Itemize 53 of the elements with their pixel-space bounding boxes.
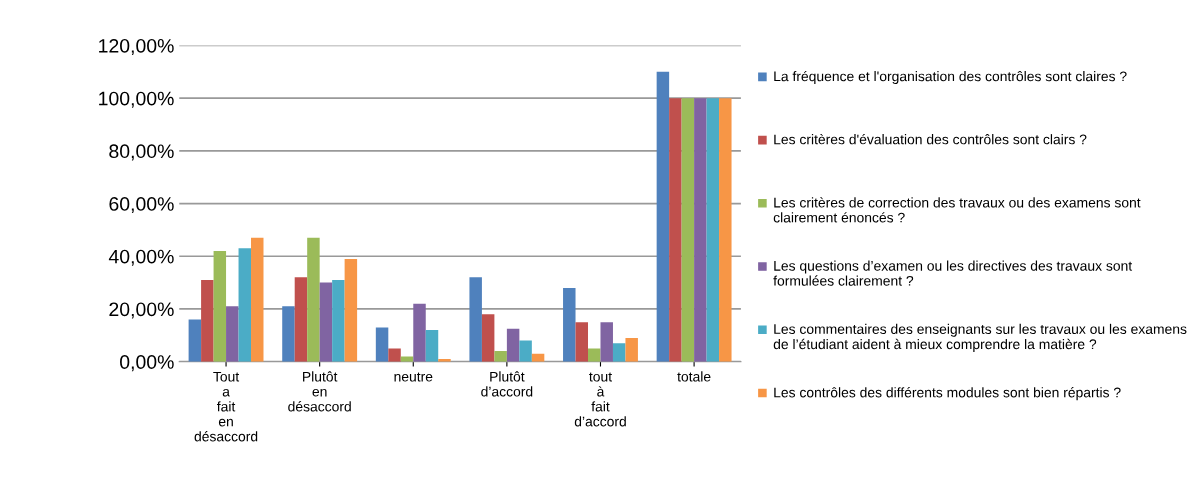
- x-tick-label: neutre: [394, 372, 433, 382]
- bar: [425, 330, 439, 362]
- bar: [588, 348, 601, 362]
- x-tick-label: Tout a fait en désaccord: [194, 371, 258, 442]
- bar: [506, 328, 520, 362]
- legend-label: Les commentaires des enseignants sur les travaux ou les examens de l’étudiant aident à mieux comprendre la matière ?: [773, 323, 1187, 352]
- bar: [201, 279, 214, 362]
- bar: [519, 340, 532, 362]
- bar: [575, 322, 589, 362]
- bar: [226, 306, 239, 362]
- bar: [332, 279, 345, 362]
- bar: [238, 248, 252, 362]
- bar: [494, 351, 507, 362]
- bar: [625, 337, 638, 362]
- bar: [669, 98, 682, 362]
- bar: [600, 322, 613, 362]
- y-tick-label: 80,00%: [109, 144, 174, 161]
- x-tick-label: Plutôt d’accord: [481, 371, 533, 397]
- bar: [388, 348, 401, 362]
- bar: [706, 98, 720, 362]
- legend-label: Les questions d’examen ou les directives des travaux sont formulées clairement ?: [773, 260, 1133, 286]
- y-tick-label: 0,00%: [120, 355, 174, 372]
- x-tick-label: totale: [677, 371, 711, 382]
- y-tick-label: 100,00%: [99, 91, 174, 108]
- bar: [294, 277, 308, 362]
- bar: [612, 343, 626, 362]
- bar: [481, 314, 495, 362]
- bar: [307, 237, 320, 362]
- bar: [563, 287, 576, 362]
- bar: [694, 98, 707, 362]
- legend-label: Les critères d'évaluation des contrôles sont clairs ?: [774, 133, 1087, 145]
- bar: [375, 327, 389, 362]
- y-tick-label: 120,00%: [99, 38, 174, 56]
- bar: [719, 98, 732, 362]
- bar: [213, 251, 227, 362]
- x-tick-label: tout à fait d’accord: [574, 372, 626, 427]
- y-tick-label: 20,00%: [109, 302, 174, 319]
- bar: [344, 258, 358, 362]
- legend-label: Les contrôles des différents modules sont bien répartis ?: [774, 387, 1121, 401]
- bar: [469, 277, 482, 362]
- y-tick-label: 60,00%: [109, 197, 174, 214]
- bar: [656, 71, 670, 362]
- bar: [413, 303, 426, 362]
- bar: [282, 306, 295, 362]
- bar: [188, 319, 202, 362]
- bar: [400, 356, 414, 362]
- y-tick-label: 40,00%: [108, 249, 174, 266]
- legend-label: Les critères de correction des travaux ou des examens sont clairement énoncés ?: [773, 197, 1141, 223]
- bar: [251, 237, 264, 362]
- bar: [681, 98, 695, 362]
- x-tick-label: Plutôt en désaccord: [288, 371, 351, 412]
- bar: [319, 282, 333, 362]
- legend-label: La fréquence et l'organisation des contrôles sont claires ?: [774, 70, 1127, 84]
